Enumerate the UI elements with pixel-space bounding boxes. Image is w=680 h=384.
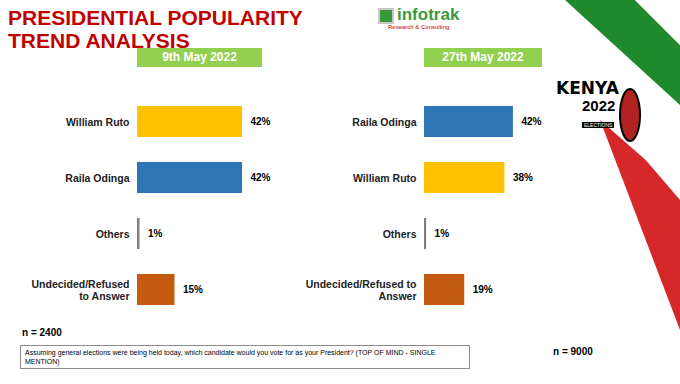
svg-text:1%: 1% — [148, 228, 163, 239]
html-text:Assuming general elections wer: Assuming general elections were being he… — [25, 349, 436, 365]
html-text:2022: 2022 — [582, 97, 616, 114]
svg-text:Undecided/Refused toAnswer: Undecided/Refused toAnswer — [306, 278, 417, 303]
html-text:PRESIDENTIAL POPULARITY TREND: PRESIDENTIAL POPULARITY TREND ANALYSIS — [8, 6, 303, 52]
svg-text:38%: 38% — [513, 172, 533, 183]
svg-text:Others: Others — [383, 228, 417, 240]
html-text:27th May 2022: 27th May 2022 — [442, 50, 524, 64]
html-text:n = 9000: n = 9000 — [553, 346, 593, 357]
svg-text:Raila Odinga: Raila Odinga — [65, 172, 129, 184]
svg-text:William Ruto: William Ruto — [353, 172, 417, 184]
html-text:infotrak: infotrak — [397, 5, 460, 24]
svg-text:42%: 42% — [521, 116, 541, 127]
svg-text:Raila Odinga: Raila Odinga — [352, 116, 416, 128]
svg-text:42%: 42% — [251, 172, 271, 183]
html-text:Research & Consulting: Research & Consulting — [388, 24, 450, 30]
svg-text:Others: Others — [96, 228, 130, 240]
html-text:n = 2400: n = 2400 — [22, 327, 62, 338]
html-text:KENYA: KENYA — [556, 78, 619, 98]
html-text:ELECTIONS: ELECTIONS — [584, 122, 613, 128]
svg-text:1%: 1% — [435, 228, 450, 239]
svg-text:15%: 15% — [183, 284, 203, 295]
svg-text:William Ruto: William Ruto — [66, 116, 130, 128]
html-text:9th May 2022: 9th May 2022 — [162, 50, 237, 64]
svg-text:42%: 42% — [251, 116, 271, 127]
svg-text:19%: 19% — [473, 284, 493, 295]
svg-text:Undecided/Refusedto Answer: Undecided/Refusedto Answer — [31, 278, 129, 303]
